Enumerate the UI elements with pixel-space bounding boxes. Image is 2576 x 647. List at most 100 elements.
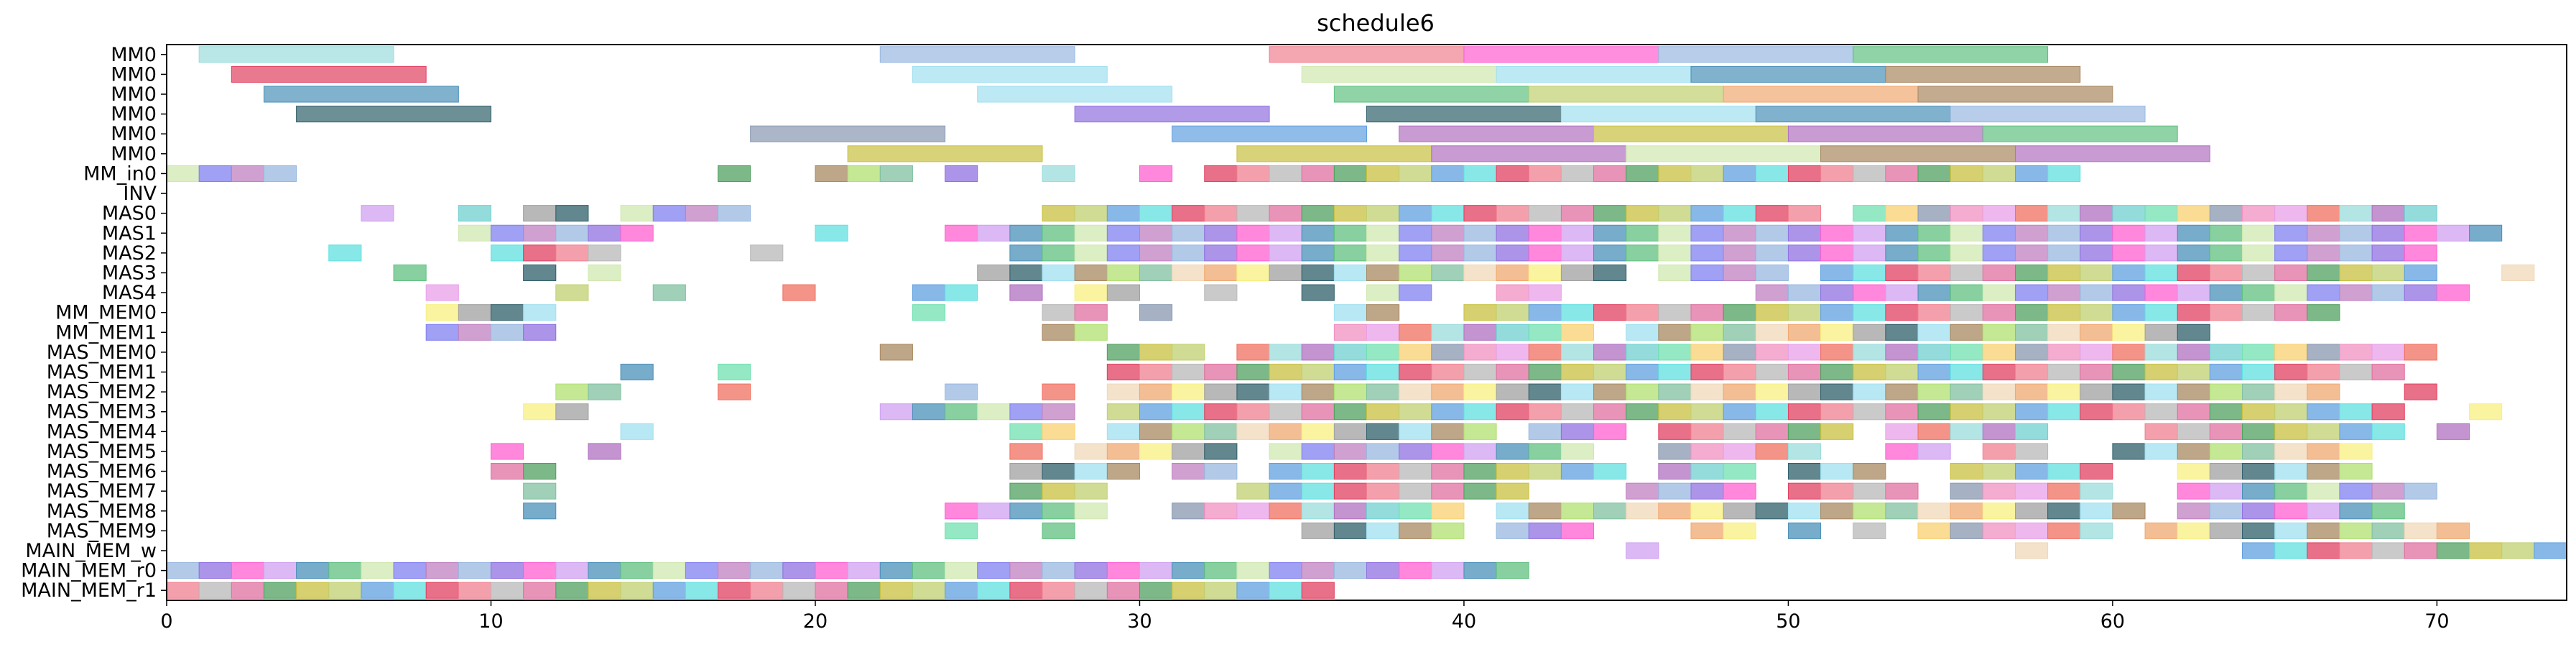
task-cell — [1820, 503, 1854, 520]
y-tick-label: MAS_MEM2 — [47, 381, 157, 403]
task-cell — [2274, 443, 2308, 460]
task-cell — [1399, 165, 1432, 182]
task-cell — [1626, 363, 1659, 381]
task-cell — [2307, 304, 2340, 321]
task-cell — [2339, 403, 2373, 421]
task-cell — [2047, 264, 2081, 282]
task-cell — [1301, 165, 1335, 182]
task-cell — [1755, 363, 1789, 381]
task-cell — [2014, 482, 2049, 500]
task-cell — [1853, 363, 1886, 381]
task-cell — [1755, 205, 1789, 222]
task-cell — [2177, 463, 2210, 480]
task-cell — [1982, 482, 2016, 500]
task-cell — [1787, 463, 1822, 480]
task-cell — [1593, 363, 1627, 381]
task-cell — [555, 383, 589, 400]
task-cell — [1366, 205, 1400, 222]
task-cell — [1172, 423, 1205, 440]
gantt-bar — [977, 86, 1173, 103]
task-cell — [1820, 284, 1854, 301]
task-cell — [2209, 482, 2243, 500]
task-cell — [977, 403, 1011, 421]
task-cell — [1172, 582, 1205, 599]
task-cell — [1885, 205, 1919, 222]
task-cell — [1204, 264, 1238, 282]
task-cell — [2112, 324, 2146, 341]
task-cell — [2112, 503, 2146, 520]
task-cell — [2080, 403, 2113, 421]
task-cell — [1755, 383, 1789, 400]
task-cell — [1658, 503, 1692, 520]
task-cell — [1723, 205, 1756, 222]
task-cell — [1917, 284, 1951, 301]
task-cell — [458, 304, 491, 321]
task-cell — [2144, 205, 2178, 222]
task-cell — [523, 244, 557, 262]
y-tick-label: MM0 — [111, 143, 157, 165]
y-tick-label: MAIN_MEM_r0 — [21, 560, 157, 582]
task-cell — [1853, 324, 1886, 341]
task-cell — [1301, 503, 1335, 520]
task-cell — [1723, 482, 1756, 500]
task-cell — [1950, 363, 1983, 381]
task-cell — [1723, 463, 1756, 480]
task-cell — [1463, 482, 1497, 500]
task-cell — [1431, 383, 1465, 400]
task-cell — [1042, 423, 1075, 440]
task-cell — [231, 582, 264, 599]
task-cell — [2404, 383, 2437, 400]
task-cell — [328, 582, 362, 599]
task-cell — [2080, 264, 2113, 282]
task-cell — [1366, 344, 1400, 361]
task-cell — [1431, 562, 1465, 579]
gantt-bar — [1982, 125, 2178, 142]
task-cell — [1593, 244, 1627, 262]
gantt-bar — [750, 125, 946, 142]
task-cell — [1204, 165, 1238, 182]
task-cell — [750, 582, 784, 599]
task-cell — [620, 363, 654, 381]
task-cell — [2339, 482, 2373, 500]
task-cell — [458, 224, 491, 242]
task-cell — [1172, 224, 1205, 242]
task-cell — [1204, 363, 1238, 381]
task-cell — [1106, 363, 1140, 381]
gantt-bar — [1431, 145, 1627, 162]
task-cell — [1820, 165, 1854, 182]
task-cell — [1333, 443, 1367, 460]
plot-frame — [166, 44, 2567, 601]
task-cell — [1009, 264, 1043, 282]
task-cell — [1690, 244, 1724, 262]
task-cell — [1885, 165, 1919, 182]
task-cell — [2014, 363, 2049, 381]
task-cell — [1885, 503, 1919, 520]
task-cell — [1301, 264, 1335, 282]
task-cell — [1658, 165, 1692, 182]
task-cell — [1172, 463, 1205, 480]
task-cell — [1269, 503, 1302, 520]
task-cell — [2177, 284, 2210, 301]
task-cell — [2501, 264, 2535, 282]
task-cell — [1366, 503, 1400, 520]
task-cell — [1723, 324, 1756, 341]
task-cell — [1333, 363, 1367, 381]
task-cell — [1658, 403, 1692, 421]
task-cell — [2307, 244, 2340, 262]
task-cell — [1723, 224, 1756, 242]
task-cell — [1074, 582, 1108, 599]
task-cell — [1042, 383, 1075, 400]
task-cell — [1528, 503, 1562, 520]
task-cell — [2242, 304, 2276, 321]
task-cell — [1593, 205, 1627, 222]
task-cell — [2307, 383, 2340, 400]
task-cell — [1560, 363, 1595, 381]
y-tick-label: MM0 — [111, 104, 157, 126]
task-cell — [1950, 383, 1983, 400]
task-cell — [1366, 363, 1400, 381]
task-cell — [1853, 304, 1886, 321]
task-cell — [1399, 383, 1432, 400]
task-cell — [2339, 244, 2373, 262]
task-cell — [458, 582, 491, 599]
task-cell — [1528, 224, 1562, 242]
